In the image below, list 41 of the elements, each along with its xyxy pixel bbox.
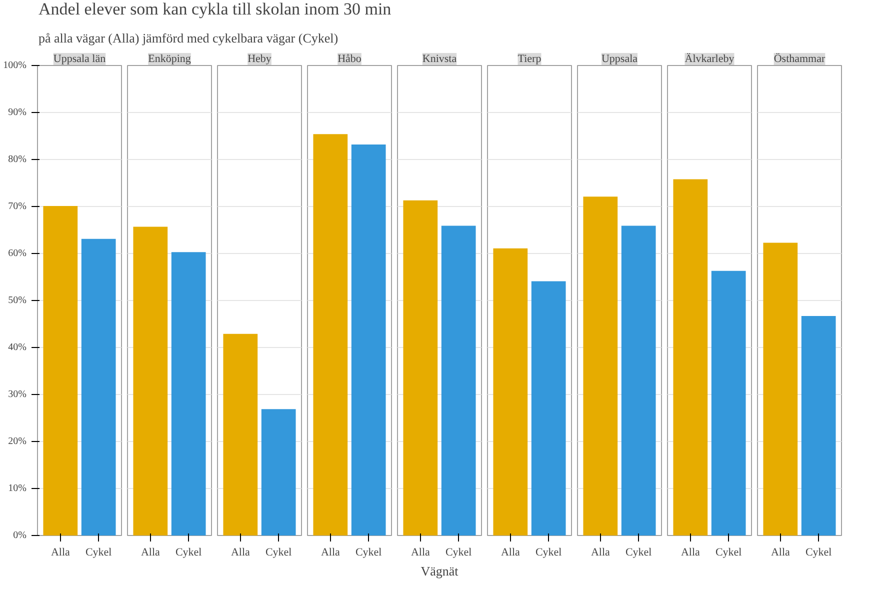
y-tick-label: 90% bbox=[8, 107, 27, 118]
y-tick-label: 100% bbox=[3, 60, 27, 71]
chart-title: Knivsta bbox=[422, 53, 457, 65]
y-tick-label: 50% bbox=[8, 295, 27, 306]
x-tick-label: Alla bbox=[680, 546, 700, 558]
chart-title: Håbo bbox=[338, 53, 362, 65]
x-tick-label: Cykel bbox=[265, 546, 292, 558]
chart-title: Uppsala län bbox=[53, 53, 106, 65]
y-tick-label: 70% bbox=[8, 201, 27, 212]
x-tick-label: Alla bbox=[500, 546, 520, 558]
x-tick-label: Alla bbox=[230, 546, 250, 558]
x-tick-label: Cykel bbox=[355, 546, 382, 558]
chart-title: Uppsala bbox=[601, 53, 638, 65]
x-tick-label: Alla bbox=[770, 546, 790, 558]
x-tick-label: Cykel bbox=[805, 546, 832, 558]
y-tick-label: 30% bbox=[8, 389, 27, 400]
x-tick-label: Cykel bbox=[535, 546, 562, 558]
y-tick-label: 80% bbox=[8, 154, 27, 165]
y-tick-label: 10% bbox=[8, 483, 27, 494]
y-tick-label: 0% bbox=[13, 530, 27, 541]
x-tick-label: Alla bbox=[590, 546, 610, 558]
y-tick-label: 20% bbox=[8, 436, 27, 447]
x-tick-label: Cykel bbox=[625, 546, 652, 558]
chart-title: Heby bbox=[248, 53, 272, 65]
x-tick-label: Alla bbox=[50, 546, 70, 558]
x-axis-title: Vägnät bbox=[420, 564, 459, 578]
x-tick-label: Alla bbox=[140, 546, 160, 558]
x-tick-label: Alla bbox=[320, 546, 340, 558]
x-tick-label: Cykel bbox=[85, 546, 112, 558]
chart-title: Älvkarleby bbox=[684, 53, 735, 65]
chart-title: Enköping bbox=[148, 53, 192, 65]
y-tick-label: 40% bbox=[8, 342, 27, 353]
text: Andel elever som kan cykla till skolan inom 30 min bbox=[38, 0, 392, 18]
chart-title: Tierp bbox=[518, 53, 542, 65]
y-tick-label: 60% bbox=[8, 248, 27, 259]
x-tick-label: Cykel bbox=[175, 546, 202, 558]
x-tick-label: Cykel bbox=[715, 546, 742, 558]
x-tick-label: Alla bbox=[410, 546, 430, 558]
x-tick-label: Cykel bbox=[445, 546, 472, 558]
chart-title: Östhammar bbox=[774, 53, 826, 65]
text: på alla vägar (Alla) jämförd med cykelbara vägar (Cykel) bbox=[38, 30, 338, 46]
